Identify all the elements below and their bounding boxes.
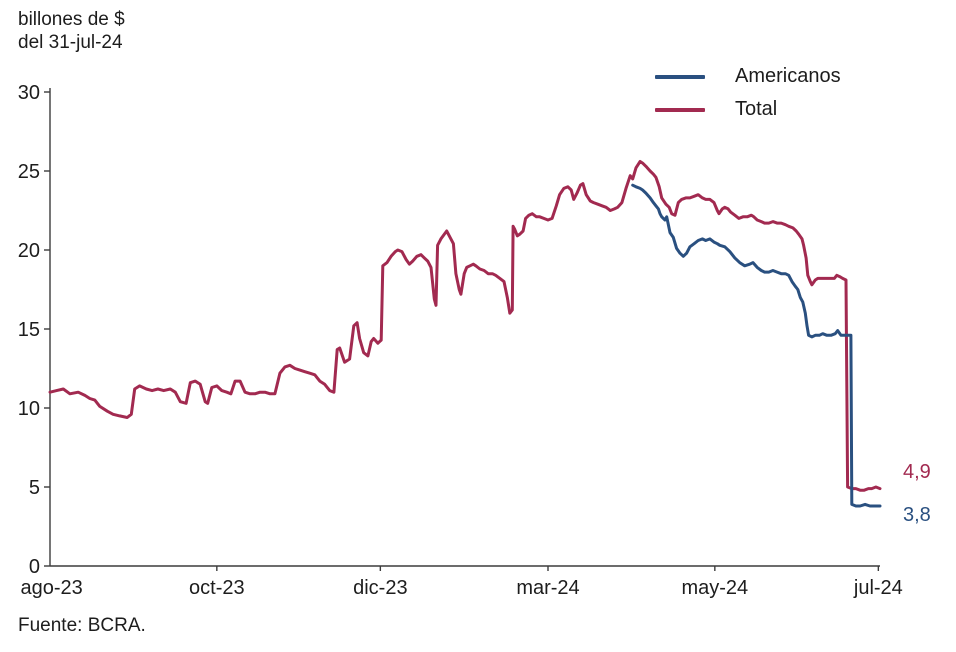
americanos-line-series (631, 183, 882, 508)
x-tick-label: mar-24 (516, 577, 579, 599)
y-tick-label: 0 (29, 556, 40, 578)
americanos-line-swatch (655, 74, 705, 79)
x-tick-label: oct-23 (189, 577, 245, 599)
legend-item-total: Total (655, 93, 841, 126)
chart-title-line1: billones de $ (18, 9, 125, 30)
chart-title-line2: del 31-jul-24 (18, 32, 123, 53)
x-tick-label: may-24 (681, 577, 748, 599)
x-tick-label: dic-23 (353, 577, 407, 599)
americanos-end-value-label: 3,8 (903, 504, 931, 526)
total-line-swatch (655, 107, 705, 112)
legend-item-americanos: Americanos (655, 60, 841, 93)
y-tick-label: 5 (29, 477, 40, 499)
y-tick-label: 20 (18, 240, 40, 262)
x-tick-label: jul-24 (853, 577, 903, 599)
legend-label-americanos: Americanos (735, 65, 841, 87)
chart-legend: Americanos Total (655, 60, 841, 126)
y-tick-label: 10 (18, 398, 40, 420)
y-tick-label: 15 (18, 319, 40, 341)
total-line-series (48, 160, 882, 492)
total-end-value-label: 4,9 (903, 461, 931, 483)
y-tick-label: 30 (18, 82, 40, 104)
chart-title: billones de $ del 31-jul-24 (18, 8, 125, 54)
source-note: Fuente: BCRA. (18, 615, 146, 636)
legend-label-total: Total (735, 98, 778, 120)
x-tick-label: ago-23 (21, 577, 83, 599)
y-tick-label: 25 (18, 161, 40, 183)
